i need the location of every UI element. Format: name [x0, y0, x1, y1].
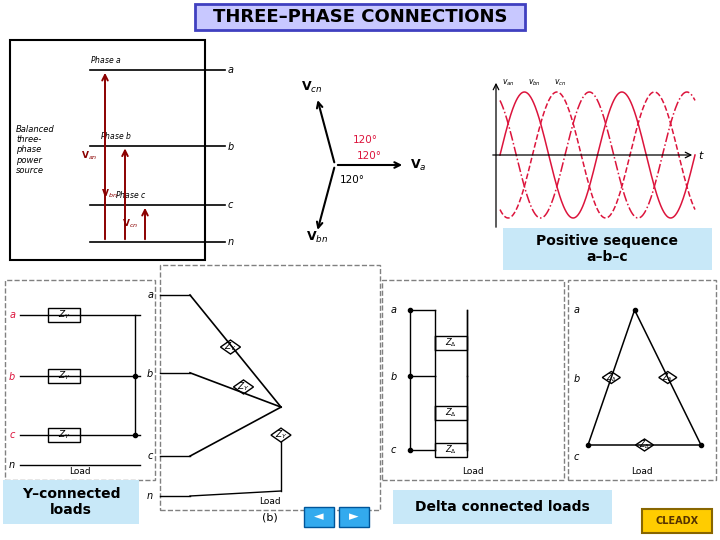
Text: $Z_\Delta$: $Z_\Delta$ [662, 372, 673, 384]
Text: $a$: $a$ [9, 310, 16, 320]
Text: $c$: $c$ [147, 451, 154, 461]
Text: Delta connected loads: Delta connected loads [415, 500, 590, 514]
Text: $c$: $c$ [390, 445, 397, 455]
Text: Load: Load [69, 467, 91, 476]
Text: $v_{cn}$: $v_{cn}$ [554, 77, 567, 87]
Text: $Z_Y$: $Z_Y$ [237, 381, 250, 393]
Text: $t$: $t$ [698, 149, 705, 161]
Text: $\mathbf{V}_{bn}$: $\mathbf{V}_{bn}$ [102, 187, 118, 200]
Text: $Z_\Delta$: $Z_\Delta$ [606, 372, 617, 384]
FancyBboxPatch shape [503, 228, 712, 270]
Text: $a$: $a$ [573, 305, 580, 315]
FancyBboxPatch shape [195, 4, 525, 30]
Text: Positive sequence
a–b–c: Positive sequence a–b–c [536, 234, 678, 264]
FancyBboxPatch shape [339, 507, 369, 527]
Text: Load: Load [462, 467, 484, 476]
Text: $\mathbf{V}_{an}$: $\mathbf{V}_{an}$ [81, 150, 98, 162]
Text: $Z_\Delta$: $Z_\Delta$ [639, 438, 650, 451]
FancyBboxPatch shape [304, 507, 334, 527]
Text: 120°: 120° [353, 135, 378, 145]
Text: $b$: $b$ [390, 370, 397, 382]
Text: (b): (b) [262, 512, 278, 522]
Text: $b$: $b$ [573, 372, 581, 383]
Text: Phase $c$: Phase $c$ [115, 189, 146, 200]
Text: Y–connected
loads: Y–connected loads [22, 487, 120, 517]
Polygon shape [233, 380, 253, 394]
Text: 120°: 120° [357, 151, 382, 161]
Polygon shape [271, 428, 291, 442]
Text: $Z_\Delta$: $Z_\Delta$ [445, 444, 457, 456]
Text: $b$: $b$ [227, 140, 235, 152]
Text: Load: Load [631, 467, 653, 476]
FancyBboxPatch shape [642, 509, 712, 533]
Text: $c$: $c$ [573, 452, 580, 462]
FancyBboxPatch shape [393, 490, 612, 524]
Text: $c$: $c$ [227, 200, 234, 210]
Text: $\mathbf{V}_{bn}$: $\mathbf{V}_{bn}$ [306, 230, 328, 245]
Text: Balanced
three-
phase
power
source: Balanced three- phase power source [16, 125, 55, 176]
Text: $v_{an}$: $v_{an}$ [502, 77, 515, 87]
FancyBboxPatch shape [3, 480, 139, 524]
Text: $b$: $b$ [9, 370, 16, 382]
Bar [48, 308, 80, 322]
Polygon shape [659, 372, 677, 383]
Text: $Z_Y$: $Z_Y$ [274, 429, 287, 441]
Text: $b$: $b$ [146, 367, 154, 379]
Text: $a$: $a$ [227, 65, 234, 75]
Text: $n$: $n$ [146, 491, 154, 501]
Text: CLEADX: CLEADX [655, 516, 698, 526]
Bar [435, 336, 467, 350]
Text: Phase $a$: Phase $a$ [90, 54, 122, 65]
Polygon shape [603, 372, 621, 383]
Bar [48, 369, 80, 383]
Text: THREE–PHASE CONNECTIONS: THREE–PHASE CONNECTIONS [212, 8, 508, 26]
Text: $a$: $a$ [147, 290, 154, 300]
Text: Phase $b$: Phase $b$ [100, 130, 132, 140]
Bar [435, 443, 467, 457]
Bar [48, 428, 80, 442]
Text: $\mathbf{V}_{cn}$: $\mathbf{V}_{cn}$ [122, 217, 138, 230]
Text: $a$: $a$ [390, 305, 397, 315]
Text: $\mathbf{V}_{a}$: $\mathbf{V}_{a}$ [410, 158, 426, 173]
Text: $Z_Y$: $Z_Y$ [58, 309, 71, 321]
Text: $Z_Y$: $Z_Y$ [58, 429, 71, 441]
Bar [568, 280, 716, 480]
Bar [160, 265, 380, 510]
Text: $Z_Y$: $Z_Y$ [224, 341, 237, 353]
Text: ►: ► [349, 510, 359, 523]
Text: $Z_\Delta$: $Z_\Delta$ [445, 407, 457, 419]
Bar [10, 40, 205, 260]
Text: $n$: $n$ [9, 460, 16, 470]
Text: 120°: 120° [340, 175, 365, 185]
Polygon shape [636, 439, 654, 451]
Text: $\mathbf{V}_{cn}$: $\mathbf{V}_{cn}$ [301, 80, 323, 96]
Bar [435, 406, 467, 420]
Bar [382, 280, 564, 480]
Polygon shape [220, 340, 240, 354]
Bar [5, 280, 155, 480]
Text: $v_{bn}$: $v_{bn}$ [528, 77, 541, 87]
Text: ◄: ◄ [314, 510, 324, 523]
Text: $Z_Y$: $Z_Y$ [58, 370, 71, 382]
Text: $n$: $n$ [227, 237, 235, 247]
Text: $c$: $c$ [9, 430, 16, 440]
Text: $Z_\Delta$: $Z_\Delta$ [445, 337, 457, 349]
Text: Load: Load [259, 497, 281, 506]
